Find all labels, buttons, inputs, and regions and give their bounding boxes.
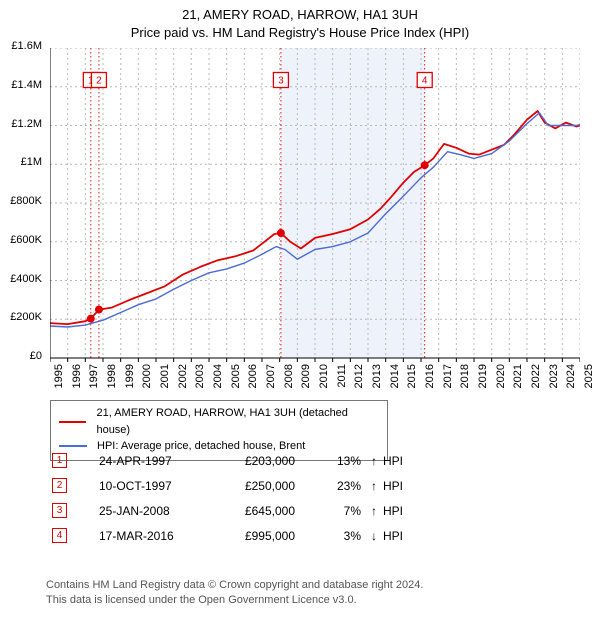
sale-hpi-label: HPI xyxy=(381,529,403,543)
legend-label: 21, AMERY ROAD, HARROW, HA1 3UH (detache… xyxy=(96,405,379,438)
sale-date: 17-MAR-2016 xyxy=(67,529,207,543)
sale-arrow-icon: ↓ xyxy=(367,529,381,543)
y-tick-label: £1M xyxy=(21,156,42,168)
sale-price: £645,000 xyxy=(207,504,307,518)
x-tick-label: 1997 xyxy=(88,364,100,388)
footer-line-1: Contains HM Land Registry data © Crown c… xyxy=(46,578,423,593)
y-tick-label: £1.4M xyxy=(11,79,42,91)
legend-item: 21, AMERY ROAD, HARROW, HA1 3UH (detache… xyxy=(59,405,379,438)
sale-marker: 4 xyxy=(52,528,67,543)
y-tick-label: £1.2M xyxy=(11,118,42,130)
sales-table: 124-APR-1997£203,00013%↑HPI210-OCT-1997£… xyxy=(46,448,466,548)
sale-price: £203,000 xyxy=(207,454,307,468)
x-tick-label: 2022 xyxy=(530,364,542,388)
sale-marker: 3 xyxy=(52,503,67,518)
svg-text:4: 4 xyxy=(422,76,428,87)
x-tick-label: 2012 xyxy=(353,364,365,388)
x-tick-label: 2005 xyxy=(230,364,242,388)
y-tick-label: £400K xyxy=(10,273,42,285)
x-tick-label: 2003 xyxy=(194,364,206,388)
legend-swatch xyxy=(59,421,86,423)
sale-date: 25-JAN-2008 xyxy=(67,504,207,518)
sale-hpi-label: HPI xyxy=(381,504,403,518)
x-tick-label: 2021 xyxy=(512,364,524,388)
sale-hpi-label: HPI xyxy=(381,479,403,493)
x-tick-label: 2010 xyxy=(318,364,330,388)
title-subtitle: Price paid vs. HM Land Registry's House … xyxy=(0,24,600,42)
sale-price: £250,000 xyxy=(207,479,307,493)
x-tick-label: 2011 xyxy=(336,364,348,388)
sale-delta: 13% xyxy=(307,454,367,468)
sale-row: 325-JAN-2008£645,0007%↑HPI xyxy=(46,498,466,523)
price-chart: 1234 xyxy=(50,48,580,358)
x-tick-label: 1998 xyxy=(106,364,118,388)
x-tick-label: 2024 xyxy=(565,364,577,388)
x-tick-label: 1995 xyxy=(53,364,65,388)
x-tick-label: 2018 xyxy=(459,364,471,388)
x-tick-label: 2023 xyxy=(548,364,560,388)
sale-arrow-icon: ↑ xyxy=(367,479,381,493)
x-tick-label: 2015 xyxy=(406,364,418,388)
x-tick-label: 2019 xyxy=(477,364,489,388)
sale-price: £995,000 xyxy=(207,529,307,543)
x-tick-label: 2013 xyxy=(371,364,383,388)
y-axis-labels: £0£200K£400K£600K£800K£1M£1.2M£1.4M£1.6M xyxy=(0,46,46,358)
x-tick-label: 2001 xyxy=(159,364,171,388)
x-tick-label: 2002 xyxy=(177,364,189,388)
sale-row: 210-OCT-1997£250,00023%↑HPI xyxy=(46,473,466,498)
y-tick-label: £1.6M xyxy=(11,40,42,52)
y-tick-label: £0 xyxy=(30,350,42,362)
sale-arrow-icon: ↑ xyxy=(367,454,381,468)
y-tick-label: £200K xyxy=(10,311,42,323)
sale-date: 24-APR-1997 xyxy=(67,454,207,468)
x-tick-label: 2006 xyxy=(247,364,259,388)
svg-text:2: 2 xyxy=(96,76,102,87)
sale-hpi-label: HPI xyxy=(381,454,403,468)
chart-title-block: 21, AMERY ROAD, HARROW, HA1 3UH Price pa… xyxy=(0,0,600,43)
y-tick-label: £800K xyxy=(10,195,42,207)
sale-delta: 7% xyxy=(307,504,367,518)
y-tick-label: £600K xyxy=(10,234,42,246)
sale-row: 124-APR-1997£203,00013%↑HPI xyxy=(46,448,466,473)
sale-delta: 3% xyxy=(307,529,367,543)
x-tick-label: 1996 xyxy=(71,364,83,388)
sale-delta: 23% xyxy=(307,479,367,493)
x-tick-label: 2007 xyxy=(265,364,277,388)
sale-date: 10-OCT-1997 xyxy=(67,479,207,493)
attribution-footer: Contains HM Land Registry data © Crown c… xyxy=(46,578,423,608)
sale-row: 417-MAR-2016£995,0003%↓HPI xyxy=(46,523,466,548)
sale-arrow-icon: ↑ xyxy=(367,504,381,518)
x-axis-labels: 1995 1996 1997 1998 1999 2000 2001 2002 2003 2004… xyxy=(50,360,580,400)
legend-swatch xyxy=(59,445,87,447)
x-tick-label: 1999 xyxy=(124,364,136,388)
svg-text:3: 3 xyxy=(278,76,284,87)
x-tick-label: 2014 xyxy=(389,364,401,388)
x-tick-label: 2004 xyxy=(212,364,224,388)
x-tick-label: 2016 xyxy=(424,364,436,388)
x-tick-label: 2000 xyxy=(141,364,153,388)
sale-marker: 1 xyxy=(52,453,67,468)
sale-marker: 2 xyxy=(52,478,67,493)
x-tick-label: 2025 xyxy=(583,364,595,388)
x-tick-label: 2020 xyxy=(495,364,507,388)
x-tick-label: 2009 xyxy=(300,364,312,388)
x-tick-label: 2008 xyxy=(283,364,295,388)
title-address: 21, AMERY ROAD, HARROW, HA1 3UH xyxy=(0,6,600,24)
footer-line-2: This data is licensed under the Open Gov… xyxy=(46,593,423,608)
x-tick-label: 2017 xyxy=(442,364,454,388)
